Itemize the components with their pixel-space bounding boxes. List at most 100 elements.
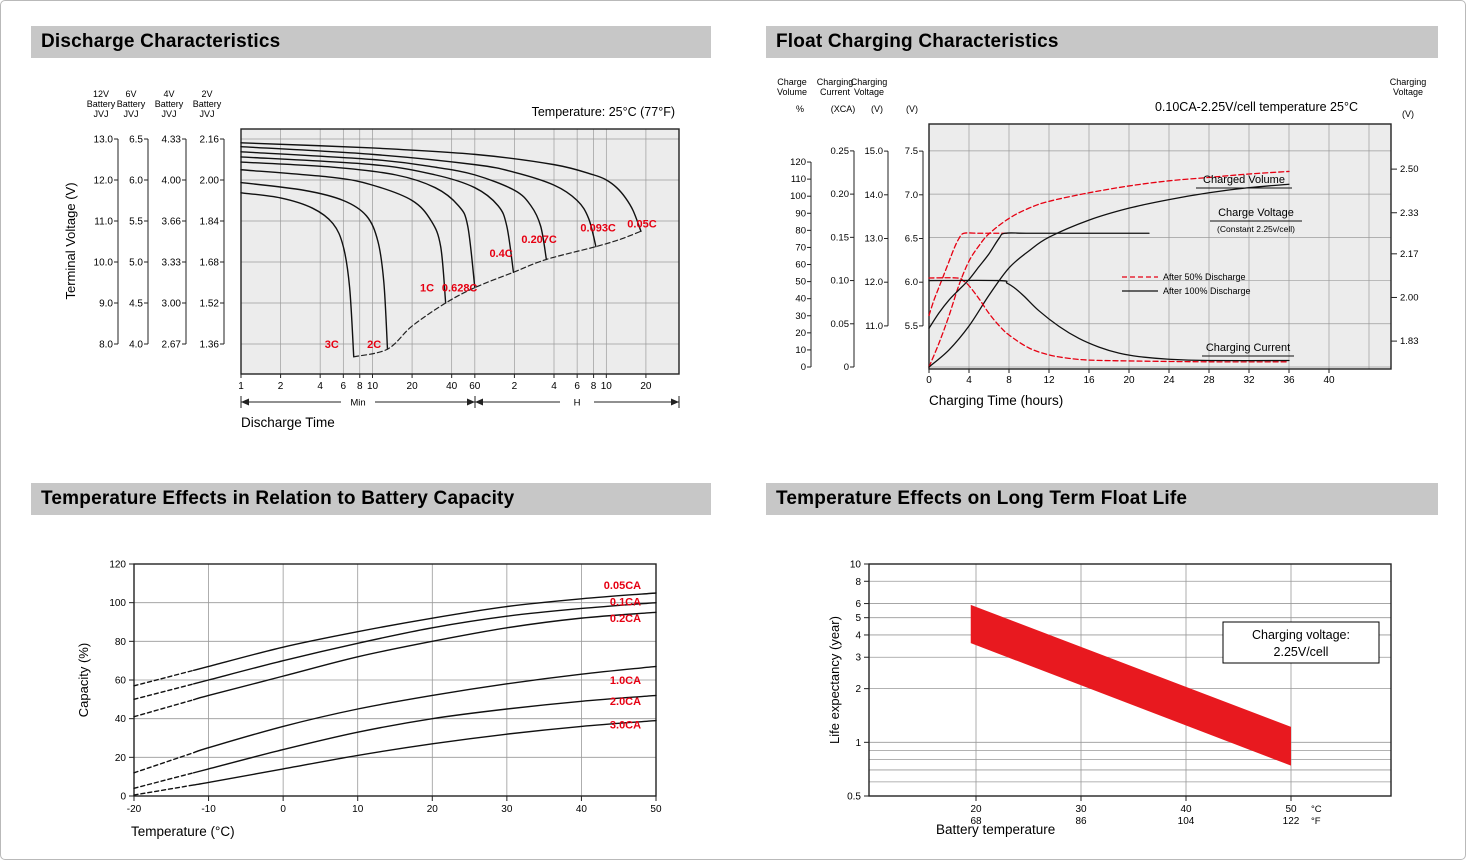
- svg-text:2.50: 2.50: [1400, 164, 1419, 175]
- svg-text:1: 1: [855, 738, 861, 749]
- svg-text:Charging: Charging: [851, 77, 888, 87]
- svg-text:20: 20: [427, 804, 439, 815]
- float-life-chart: 1086543210.5206830864010450122°C°FChargi…: [827, 560, 1392, 837]
- svg-text:1.36: 1.36: [200, 340, 220, 351]
- svg-text:%: %: [796, 104, 804, 114]
- svg-text:JVJ: JVJ: [199, 109, 214, 119]
- svg-text:104: 104: [1178, 816, 1195, 827]
- svg-text:Charging Current: Charging Current: [1206, 342, 1290, 354]
- panel-temperature-effects-float-life: Temperature Effects on Long Term Float L…: [766, 483, 1438, 859]
- svg-text:3C: 3C: [325, 339, 339, 351]
- svg-text:2V: 2V: [201, 89, 212, 99]
- svg-text:0.15: 0.15: [831, 232, 850, 243]
- svg-text:Current: Current: [820, 87, 851, 97]
- svg-text:6: 6: [855, 599, 861, 610]
- svg-text:70: 70: [795, 242, 806, 253]
- svg-text:10.0: 10.0: [94, 258, 114, 269]
- svg-text:0: 0: [280, 804, 286, 815]
- svg-text:20: 20: [407, 381, 419, 392]
- svg-text:1.83: 1.83: [1400, 336, 1419, 347]
- svg-text:Discharge Time: Discharge Time: [241, 415, 335, 430]
- svg-text:4.5: 4.5: [129, 299, 143, 310]
- svg-text:4.0: 4.0: [129, 340, 143, 351]
- svg-text:0: 0: [801, 362, 806, 373]
- svg-text:Temperature (°C): Temperature (°C): [131, 824, 235, 839]
- svg-text:5.5: 5.5: [129, 217, 143, 228]
- svg-text:6: 6: [341, 381, 347, 392]
- svg-text:0.20: 0.20: [831, 189, 850, 200]
- svg-text:(V): (V): [871, 104, 883, 114]
- svg-text:8: 8: [357, 381, 363, 392]
- svg-text:100: 100: [790, 191, 806, 202]
- svg-text:24: 24: [1163, 375, 1175, 386]
- svg-text:8.0: 8.0: [99, 340, 113, 351]
- svg-text:122: 122: [1283, 816, 1300, 827]
- svg-text:0.10: 0.10: [831, 276, 850, 287]
- svg-text:36: 36: [1283, 375, 1295, 386]
- svg-text:8: 8: [591, 381, 597, 392]
- svg-text:1.52: 1.52: [200, 299, 220, 310]
- svg-text:100: 100: [109, 598, 126, 609]
- svg-text:8: 8: [1006, 375, 1012, 386]
- svg-text:(XCA): (XCA): [831, 104, 856, 114]
- svg-text:(Constant 2.25v/cell): (Constant 2.25v/cell): [1217, 224, 1295, 234]
- svg-text:12V: 12V: [93, 89, 109, 99]
- svg-text:2C: 2C: [367, 339, 381, 351]
- svg-text:0.207C: 0.207C: [521, 234, 557, 246]
- svg-text:40: 40: [795, 294, 806, 305]
- svg-text:-20: -20: [127, 804, 142, 815]
- svg-text:13.0: 13.0: [865, 234, 884, 245]
- svg-text:5.5: 5.5: [905, 321, 918, 332]
- svg-text:15.0: 15.0: [865, 146, 884, 157]
- svg-text:4: 4: [317, 381, 323, 392]
- svg-text:Charging: Charging: [817, 77, 854, 87]
- svg-text:5: 5: [855, 613, 861, 624]
- section-title-float-charging-characteristics: Float Charging Characteristics: [766, 26, 1438, 58]
- svg-text:1.84: 1.84: [200, 217, 220, 228]
- svg-text:9.0: 9.0: [99, 299, 113, 310]
- svg-text:7.5: 7.5: [905, 146, 918, 157]
- svg-text:20: 20: [640, 381, 652, 392]
- svg-text:4.00: 4.00: [162, 176, 182, 187]
- svg-text:Terminal Voltage (V): Terminal Voltage (V): [63, 182, 78, 299]
- svg-text:Battery: Battery: [155, 99, 184, 109]
- svg-text:0.2CA: 0.2CA: [610, 613, 641, 625]
- section-title-temperature-effects-capacity: Temperature Effects in Relation to Batte…: [31, 483, 711, 515]
- svg-text:4.33: 4.33: [162, 135, 182, 146]
- svg-text:Charged Volume: Charged Volume: [1203, 174, 1285, 186]
- svg-text:6.0: 6.0: [905, 277, 918, 288]
- svg-text:1C: 1C: [420, 282, 434, 294]
- svg-text:°C: °C: [1311, 804, 1322, 815]
- temperature-capacity-chart: 0.05CA 0.1CA 0.2CA 1.0CA 2.0CA 3.0CA 0 20 40 60 80…: [76, 560, 662, 839]
- svg-text:JVJ: JVJ: [93, 109, 108, 119]
- svg-text:50: 50: [1285, 804, 1297, 815]
- svg-text:6: 6: [574, 381, 580, 392]
- svg-text:10: 10: [367, 381, 379, 392]
- svg-text:10: 10: [795, 345, 806, 356]
- svg-text:0.628C: 0.628C: [442, 282, 478, 294]
- svg-text:80: 80: [115, 637, 127, 648]
- svg-text:60: 60: [795, 260, 806, 271]
- panel-temperature-effects-capacity: Temperature Effects in Relation to Batte…: [31, 483, 711, 859]
- svg-text:Charge: Charge: [777, 77, 807, 87]
- svg-text:2: 2: [855, 684, 861, 695]
- svg-text:2.25V/cell: 2.25V/cell: [1274, 645, 1329, 659]
- svg-text:0.1CA: 0.1CA: [610, 597, 641, 609]
- svg-text:1.0CA: 1.0CA: [610, 675, 641, 687]
- svg-text:Min: Min: [350, 398, 365, 409]
- svg-text:30: 30: [501, 804, 513, 815]
- svg-text:2: 2: [278, 381, 284, 392]
- svg-text:50: 50: [795, 277, 806, 288]
- svg-text:110: 110: [791, 174, 806, 185]
- svg-text:3.33: 3.33: [162, 258, 182, 269]
- svg-text:40: 40: [115, 714, 127, 725]
- section-title-temperature-effects-float-life: Temperature Effects on Long Term Float L…: [766, 483, 1438, 515]
- svg-text:0.05CA: 0.05CA: [604, 580, 641, 592]
- svg-text:7.0: 7.0: [905, 190, 918, 201]
- svg-text:Temperature: 25°C (77°F): Temperature: 25°C (77°F): [532, 105, 675, 119]
- svg-text:2.00: 2.00: [1400, 292, 1419, 303]
- svg-text:30: 30: [1075, 804, 1087, 815]
- svg-text:10: 10: [352, 804, 364, 815]
- svg-text:3: 3: [855, 653, 861, 664]
